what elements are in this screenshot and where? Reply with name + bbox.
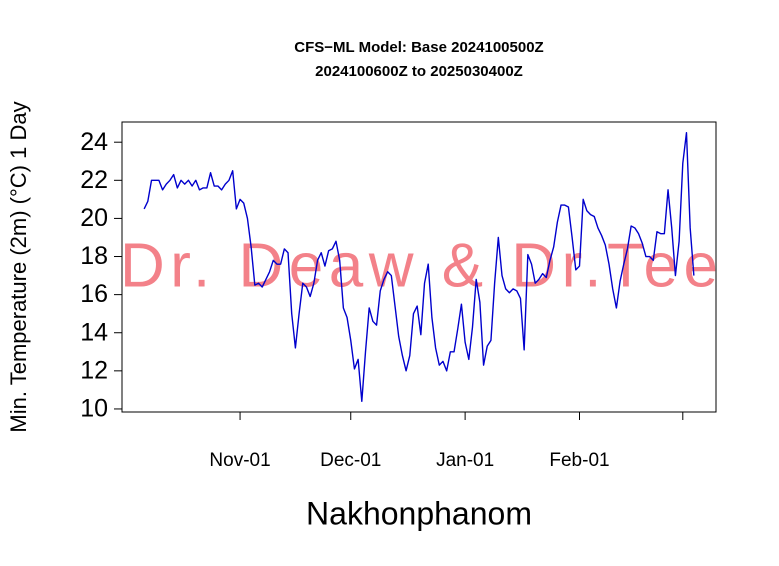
chart-title: CFS−ML Model: Base 2024100500Z bbox=[294, 39, 543, 56]
x-tick-label: Jan-01 bbox=[436, 450, 494, 471]
y-tick-label: 22 bbox=[80, 166, 108, 194]
y-axis-label: Min. Temperature (2m) (°C) 1 Day bbox=[6, 101, 31, 432]
y-tick-label: 24 bbox=[80, 128, 108, 156]
x-axis-label: Nakhonphanom bbox=[306, 495, 532, 531]
x-tick-label: Nov-01 bbox=[209, 450, 270, 471]
data-line bbox=[143, 131, 695, 403]
x-tick-label: Feb-01 bbox=[549, 450, 609, 471]
y-tick-label: 12 bbox=[80, 356, 108, 384]
chart-subtitle: 2024100600Z to 2025030400Z bbox=[315, 63, 523, 80]
y-tick-label: 14 bbox=[80, 318, 108, 346]
y-tick-label: 16 bbox=[80, 280, 108, 308]
x-tick-label: Dec-01 bbox=[320, 450, 381, 471]
y-tick-label: 18 bbox=[80, 242, 108, 270]
y-tick-label: 20 bbox=[80, 204, 108, 232]
y-tick-label: 10 bbox=[80, 395, 108, 423]
